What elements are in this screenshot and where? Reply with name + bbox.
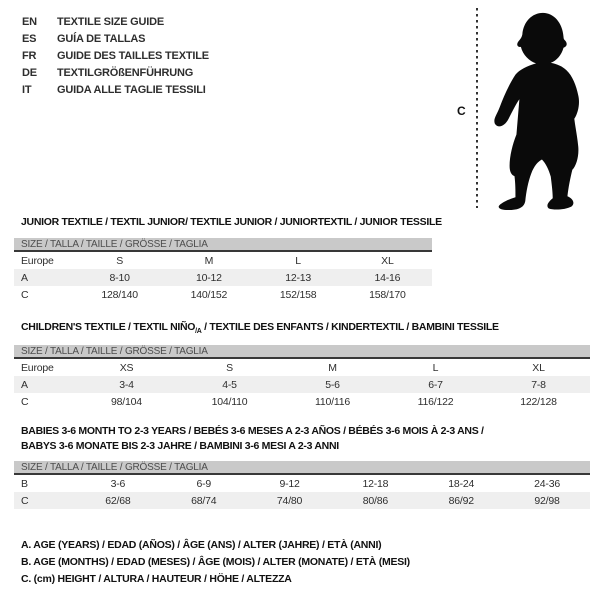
row-label: C [21,494,29,507]
height-measure-figure: C [440,0,600,215]
cell: 110/116 [315,395,350,408]
cell: 14-16 [374,271,401,284]
lang-title: GUIDA ALLE TAGLIE TESSILI [57,83,206,96]
table-row: C 98/104 104/110 110/116 116/122 122/128 [14,393,590,410]
cell: 3-4 [119,378,134,391]
cell: XS [119,361,134,374]
size-header-bar: SIZE / TALLA / TAILLE / GRÖSSE / TAGLIA [14,461,590,475]
row-label: C [21,288,29,301]
table-title: CHILDREN'S TEXTILE / TEXTIL NIÑO/A / TEX… [14,321,590,335]
row-label: Europe [21,254,54,267]
cell: 9-12 [279,477,300,490]
cell: 10-12 [195,271,222,284]
junior-textile-table: JUNIOR TEXTILE / TEXTIL JUNIOR/ TEXTILE … [14,216,442,303]
lang-row-it: IT GUIDA ALLE TAGLIE TESSILI [22,81,209,98]
cell: 92/98 [534,494,560,507]
row-label: Europe [21,361,54,374]
cell: L [295,254,301,267]
measurement-legend: A. AGE (YEARS) / EDAD (AÑOS) / ÂGE (ANS)… [21,537,410,588]
lang-title: TEXTILE SIZE GUIDE [57,15,165,28]
cell: 8-10 [109,271,130,284]
cell: 62/68 [105,494,131,507]
row-label: A [21,378,28,391]
children-textile-table: CHILDREN'S TEXTILE / TEXTIL NIÑO/A / TEX… [14,321,590,410]
table-title: JUNIOR TEXTILE / TEXTIL JUNIOR/ TEXTILE … [21,216,442,228]
cell: 104/110 [211,395,248,408]
lang-title: GUIDE DES TAILLES TEXTILE [57,49,209,62]
cell: 6-9 [196,477,212,490]
lang-code: FR [22,49,37,62]
baby-silhouette-icon [494,12,579,210]
lang-code: IT [22,83,32,96]
lang-title: GUÍA DE TALLAS [57,32,146,45]
row-label: C [21,395,29,408]
cell: XL [532,361,545,374]
cell: XL [381,254,394,267]
table-row: Europe S M L XL [14,252,432,269]
table-row: Europe XS S M L XL [14,359,590,376]
lang-title: TEXTILGRÖßENFÜHRUNG [57,66,194,79]
lang-row-de: DE TEXTILGRÖßENFÜHRUNG [22,64,209,81]
lang-code: DE [22,66,37,79]
legend-line-a: A. AGE (YEARS) / EDAD (AÑOS) / ÂGE (ANS)… [21,539,382,551]
cell: 24-36 [534,477,560,490]
cell: 86/92 [448,494,474,507]
row-label: B [21,477,28,490]
cell: 98/104 [111,395,142,408]
cell: 5-6 [325,378,340,391]
title-part: / TEXTILE DES ENFANTS / KINDERTEXTIL / B… [201,321,499,333]
cell: 4-5 [222,378,237,391]
cell: 128/140 [101,288,138,301]
language-title-list: EN TEXTILE SIZE GUIDE ES GUÍA DE TALLAS … [22,13,209,98]
babies-textile-table: BABIES 3-6 MONTH TO 2-3 YEARS / BEBÉS 3-… [14,424,590,509]
cell: 158/170 [369,288,406,301]
cell: 122/128 [520,395,557,408]
cell: 68/74 [191,494,217,507]
table-row: C 62/68 68/74 74/80 80/86 86/92 92/98 [14,492,590,509]
cell: 116/122 [417,395,454,408]
cell: 3-6 [110,477,126,490]
dashed-measure-line [476,8,478,208]
legend-line-c: C. (cm) HEIGHT / ALTURA / HAUTEUR / HÖHE… [21,573,292,585]
cell: S [226,361,233,374]
cell: M [204,254,214,267]
cell: 12-13 [285,271,312,284]
cell: 6-7 [428,378,443,391]
cell: 7-8 [531,378,546,391]
table-row: A 8-10 10-12 12-13 14-16 [14,269,432,286]
title-part: CHILDREN'S TEXTILE / TEXTIL NIÑO [21,321,196,333]
measure-label-c: C [457,104,466,118]
title-line-1: BABIES 3-6 MONTH TO 2-3 YEARS / BEBÉS 3-… [21,425,484,437]
lang-row-en: EN TEXTILE SIZE GUIDE [22,13,209,30]
title-line-2: BABYS 3-6 MONATE BIS 2-3 JAHRE / BAMBINI… [21,439,339,452]
cell: 80/86 [362,494,389,507]
title-subscript: /A [195,328,202,336]
table-row: C 128/140 140/152 152/158 158/170 [14,286,432,303]
cell: 12-18 [362,477,389,490]
lang-code: EN [22,15,37,28]
lang-code: ES [22,32,37,45]
cell: 18-24 [448,477,475,490]
cell: 74/80 [276,494,303,507]
table-row: B 3-6 6-9 9-12 12-18 18-24 24-36 [14,475,590,492]
cell: L [432,361,439,374]
cell: 152/158 [279,288,317,301]
cell: 140/152 [190,288,228,301]
row-label: A [21,271,28,284]
size-header-bar: SIZE / TALLA / TAILLE / GRÖSSE / TAGLIA [14,238,432,252]
cell: S [116,254,124,267]
table-row: A 3-4 4-5 5-6 6-7 7-8 [14,376,590,394]
table-title: BABIES 3-6 MONTH TO 2-3 YEARS / BEBÉS 3-… [14,424,590,453]
lang-row-fr: FR GUIDE DES TAILLES TEXTILE [22,47,209,64]
legend-line-b: B. AGE (MONTHS) / EDAD (MESES) / ÂGE (MO… [21,556,410,568]
cell: M [328,361,337,374]
size-header-bar: SIZE / TALLA / TAILLE / GRÖSSE / TAGLIA [14,345,590,360]
lang-row-es: ES GUÍA DE TALLAS [22,30,209,47]
